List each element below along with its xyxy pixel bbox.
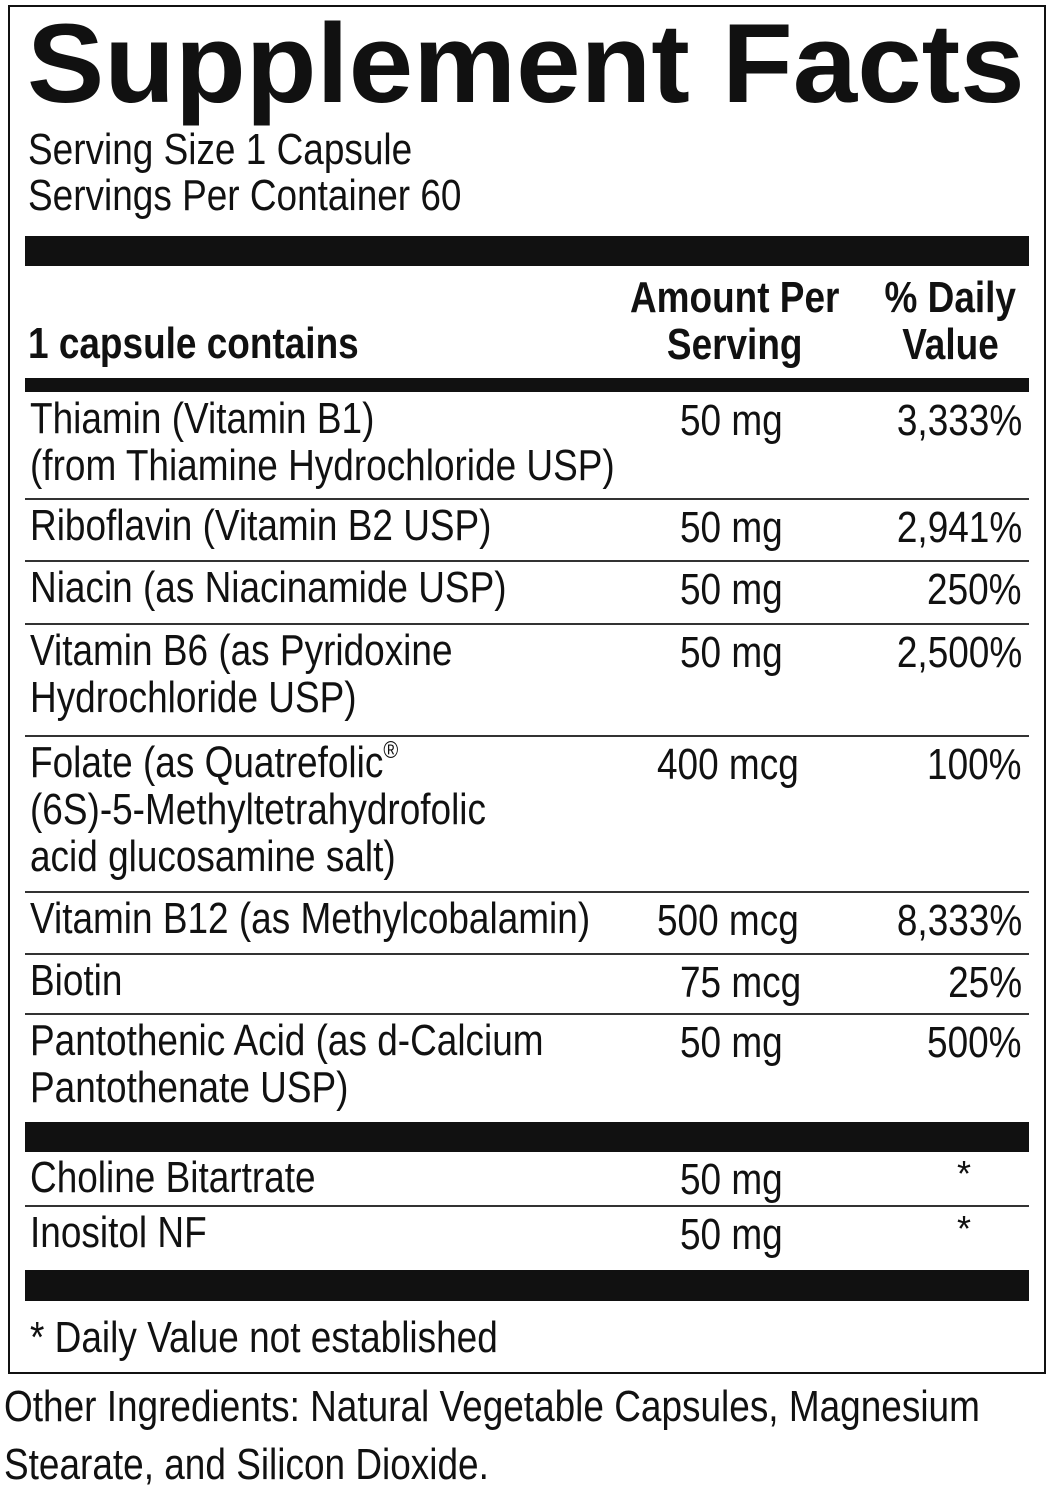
nutrient-amount: 50 mg — [680, 1210, 783, 1259]
nutrient-name-line: (from Thiamine Hydrochloride USP) — [30, 441, 615, 490]
servings-per-container: Servings Per Container 60 — [28, 171, 462, 220]
nutrient-name-line: Pantothenic Acid (as d-Calcium — [30, 1016, 544, 1065]
nutrient-row: Biotin 75 mcg 25% — [25, 957, 1029, 1015]
nutrient-name-line: Niacin (as Niacinamide USP) — [30, 563, 507, 612]
nutrient-name: Inositol NF — [30, 1208, 207, 1257]
nutrient-name-line: Thiamin (Vitamin B1) — [30, 394, 375, 443]
header-daily-value: % Daily Value — [884, 273, 1016, 369]
nutrient-amount: 50 mg — [680, 628, 783, 677]
nutrient-amount: 50 mg — [680, 1155, 783, 1204]
nutrient-name: Niacin (as Niacinamide USP) — [30, 564, 597, 611]
nutrient-row: Niacin (as Niacinamide USP) 50 mg 250% — [25, 564, 1029, 625]
daily-value-not-established: * — [957, 1153, 972, 1194]
nutrient-name: Folate (as Quatrefolic® (6S)-5-Methyltetr… — [30, 737, 573, 881]
panel-title: Supplement Facts — [27, 1, 1025, 126]
nutrient-amount: 50 mg — [680, 565, 783, 614]
thick-divider — [25, 236, 1029, 266]
nutrient-name: Thiamin (Vitamin B1) (from Thiamine Hydro… — [30, 395, 726, 489]
other-nutrient-row: Choline Bitartrate 50 mg * — [25, 1154, 1029, 1207]
nutrient-amount: 50 mg — [680, 1018, 783, 1067]
thick-divider — [25, 1122, 1029, 1152]
nutrient-daily-value: 250% — [927, 565, 1022, 614]
nutrient-name-line: Hydrochloride USP) — [30, 673, 357, 722]
nutrient-name: Choline Bitartrate — [30, 1153, 316, 1202]
nutrient-row: Vitamin B6 (as Pyridoxine Hydrochloride U… — [25, 627, 1029, 737]
nutrient-daily-value: 500% — [927, 1018, 1022, 1067]
nutrient-row: Folate (as Quatrefolic® (6S)-5-Methyltetr… — [25, 739, 1029, 893]
nutrient-row: Thiamin (Vitamin B1) (from Thiamine Hydro… — [25, 395, 1029, 500]
nutrient-row: Pantothenic Acid (as d-Calcium Pantothena… — [25, 1017, 1029, 1120]
nutrient-daily-value: 3,333% — [896, 396, 1022, 445]
supplement-facts-panel — [8, 5, 1046, 1374]
nutrient-row: Riboflavin (Vitamin B2 USP) 50 mg 2,941% — [25, 502, 1029, 562]
other-nutrient-row: Inositol NF 50 mg * — [25, 1209, 1029, 1268]
medium-divider — [25, 378, 1029, 392]
nutrient-name-line: (6S)-5-Methyltetrahydrofolic — [30, 785, 487, 834]
nutrient-daily-value: 100% — [927, 740, 1022, 789]
thick-divider — [25, 1270, 1029, 1301]
nutrient-name: Vitamin B6 (as Pyridoxine Hydrochloride U… — [30, 627, 533, 721]
other-ingredients: Other Ingredients: Natural Vegetable Cap… — [4, 1382, 980, 1489]
nutrient-daily-value: 2,500% — [896, 628, 1022, 677]
nutrient-amount: 500 mcg — [657, 896, 799, 945]
nutrient-name: Riboflavin (Vitamin B2 USP) — [30, 502, 579, 549]
nutrient-daily-value: 8,333% — [896, 896, 1022, 945]
nutrient-amount: 50 mg — [680, 396, 783, 445]
header-contains: 1 capsule contains — [28, 319, 359, 368]
header-amount: Amount Per Serving — [630, 273, 840, 369]
registered-mark: ® — [383, 737, 399, 764]
serving-size: Serving Size 1 Capsule — [28, 125, 413, 174]
nutrient-amount: 50 mg — [680, 503, 783, 552]
nutrient-name-line: acid glucosamine salt) — [30, 832, 396, 881]
nutrient-name-line: Vitamin B12 (as Methylcobalamin) — [30, 894, 591, 943]
nutrient-name: Biotin — [30, 957, 140, 1004]
nutrient-name-line: Vitamin B6 (as Pyridoxine — [30, 626, 453, 675]
nutrient-name-line: Folate (as Quatrefolic — [30, 738, 384, 787]
daily-value-not-established: * — [957, 1208, 972, 1249]
footnote: * Daily Value not established — [30, 1313, 498, 1362]
nutrient-amount: 75 mcg — [680, 958, 802, 1007]
nutrient-row: Vitamin B12 (as Methylcobalamin) 500 mcg… — [25, 895, 1029, 955]
nutrient-amount: 400 mcg — [657, 740, 799, 789]
nutrient-daily-value: 25% — [948, 958, 1022, 1007]
nutrient-name: Pantothenic Acid (as d-Calcium Pantothena… — [30, 1017, 641, 1111]
nutrient-name-line: Biotin — [30, 956, 123, 1005]
nutrient-name: Vitamin B12 (as Methylcobalamin) — [30, 895, 697, 942]
nutrient-name-line: Pantothenate USP) — [30, 1063, 349, 1112]
nutrient-daily-value: 2,941% — [896, 503, 1022, 552]
nutrient-name-line: Riboflavin (Vitamin B2 USP) — [30, 501, 492, 550]
